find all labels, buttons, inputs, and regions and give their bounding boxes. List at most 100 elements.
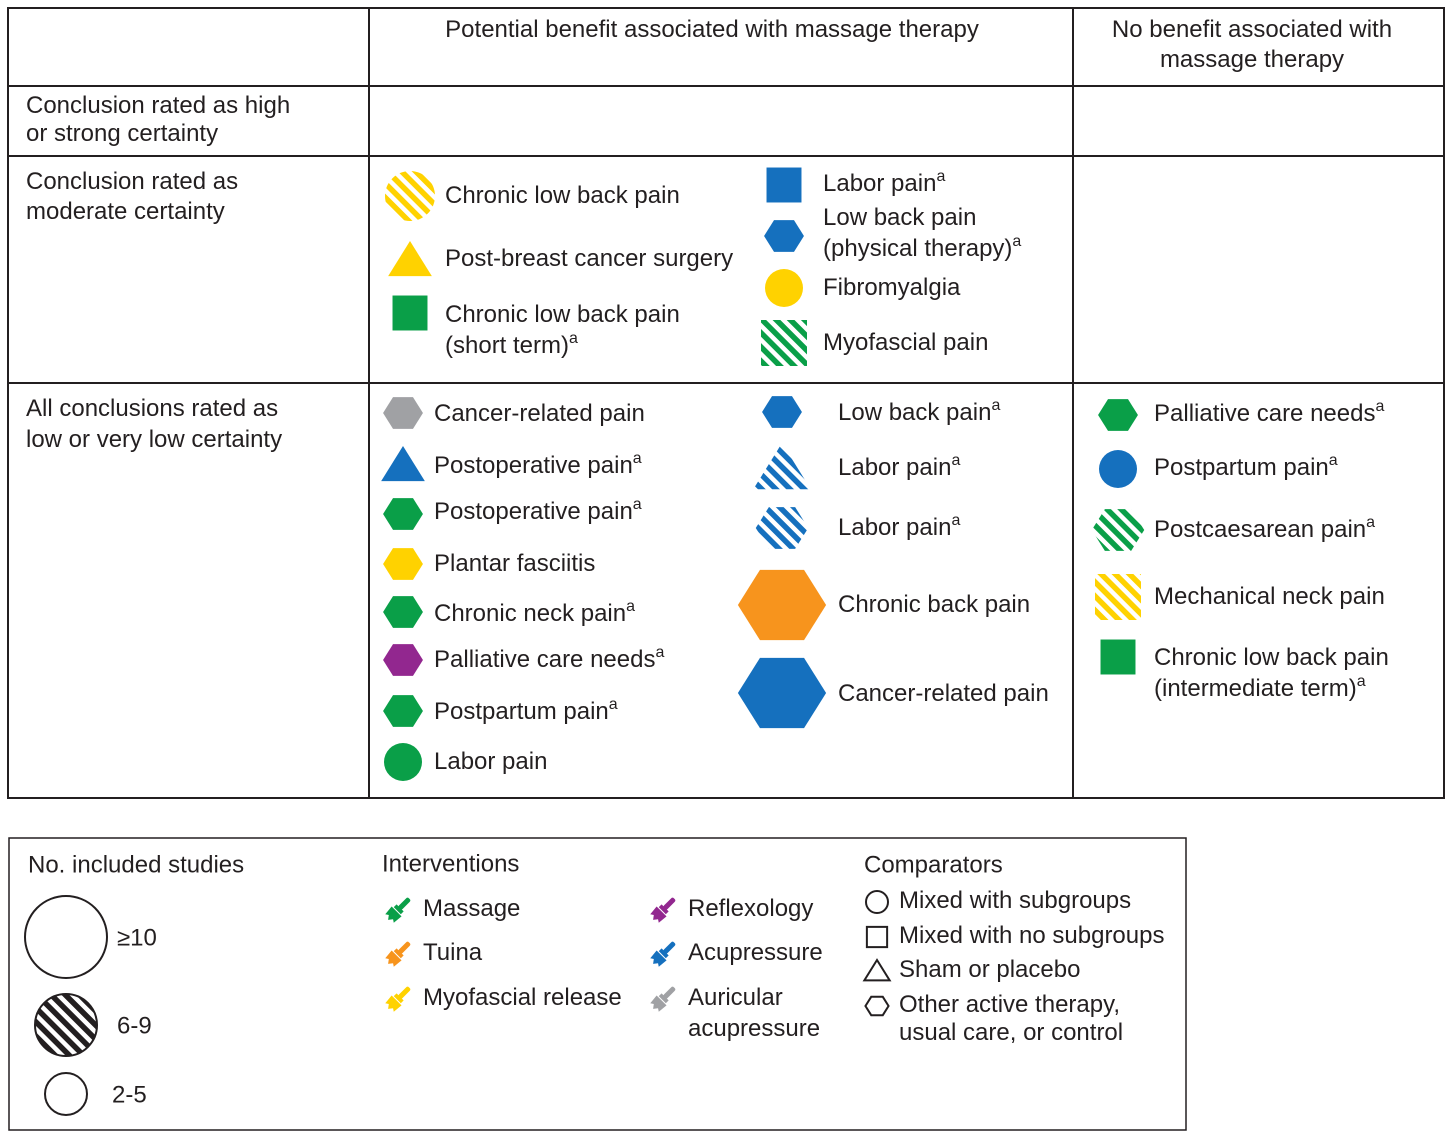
- label: Auricular: [688, 984, 783, 1011]
- label-text: Postcaesarean pain: [1154, 516, 1366, 543]
- label: Labor paina: [823, 168, 945, 197]
- label: Postoperative paina: [434, 496, 642, 525]
- label: Chronic low back pain: [445, 301, 680, 328]
- footnote-marker: a: [633, 496, 642, 513]
- legend-title: Interventions: [382, 850, 519, 877]
- label-text: Mixed with no subgroups: [899, 922, 1164, 949]
- brush-ferrule: [393, 904, 404, 915]
- label: Other active therapy,: [899, 991, 1120, 1018]
- triangle-icon: [381, 446, 425, 482]
- label-text: Palliative care needs: [1154, 400, 1375, 427]
- legend-title: No. included studies: [28, 851, 244, 878]
- triangle-icon: [753, 443, 811, 490]
- footnote-marker: a: [951, 512, 960, 529]
- hexagon-icon: [1091, 509, 1145, 551]
- label: Postpartum paina: [1154, 452, 1338, 481]
- footnote-marker: a: [991, 397, 1000, 414]
- label-text: Conclusion rated as: [26, 168, 238, 195]
- label: Plantar fasciitis: [434, 550, 595, 577]
- square-icon: [865, 925, 889, 949]
- brush-ferrule: [658, 904, 669, 915]
- label: Conclusion rated as: [26, 168, 238, 195]
- label-text: Other active therapy,: [899, 991, 1120, 1018]
- label: Reflexology: [688, 895, 813, 922]
- label: All conclusions rated as: [26, 395, 278, 422]
- label: Myofascial pain: [823, 329, 988, 356]
- hexagon-icon: [737, 569, 827, 641]
- table-border: [7, 7, 1445, 799]
- square-icon: [1095, 574, 1141, 620]
- label: Cancer-related pain: [838, 680, 1049, 707]
- label: Fibromyalgia: [823, 274, 961, 301]
- label: Sham or placebo: [899, 956, 1080, 983]
- hexagon-icon: [383, 695, 423, 727]
- hexagon-icon: [383, 397, 423, 429]
- footnote-marker: a: [1375, 398, 1384, 415]
- legend-box: [8, 837, 1187, 1131]
- label: Chronic low back pain: [445, 182, 680, 209]
- label: Labor paina: [838, 512, 960, 541]
- footnote-marker: a: [633, 450, 642, 467]
- label-text: Plantar fasciitis: [434, 550, 595, 577]
- brush-icon: [385, 941, 411, 967]
- legend-title: Comparators: [864, 851, 1003, 878]
- circle-icon: [865, 890, 889, 914]
- label-text: Palliative care needs: [434, 646, 655, 673]
- label: (physical therapy)a: [823, 233, 1021, 262]
- label-text: usual care, or control: [899, 1019, 1123, 1046]
- hexagon-icon: [737, 657, 827, 729]
- label: Mechanical neck pain: [1154, 583, 1385, 610]
- label-text: Massage: [423, 895, 520, 922]
- label: Palliative care needsa: [434, 644, 664, 673]
- label: (intermediate term)a: [1154, 673, 1366, 702]
- label-text: Tuina: [423, 939, 483, 966]
- label: Low back paina: [838, 397, 1000, 426]
- hexagon-icon: [762, 396, 802, 428]
- brush-handle: [398, 897, 411, 910]
- label-text: Mechanical neck pain: [1154, 583, 1385, 610]
- label-text: Postoperative pain: [434, 498, 633, 525]
- label: Tuina: [423, 939, 483, 966]
- square-icon: [761, 320, 807, 366]
- footnote-marker: a: [626, 598, 635, 615]
- footnote-marker: a: [569, 330, 578, 347]
- label-text: Acupressure: [688, 939, 823, 966]
- brush-ferrule: [393, 993, 404, 1004]
- circle-icon: [765, 269, 803, 307]
- brush-ferrule: [393, 948, 404, 959]
- label: Chronic low back pain: [1154, 644, 1389, 671]
- label-text: (physical therapy): [823, 235, 1012, 262]
- label-text: moderate certainty: [26, 198, 225, 225]
- footnote-marker: a: [1012, 233, 1021, 250]
- circle-icon: [34, 993, 98, 1057]
- brush-icon: [385, 897, 411, 923]
- legend-label: ≥10: [117, 924, 157, 951]
- label-text: Sham or placebo: [899, 956, 1080, 983]
- legend-label: 2-5: [112, 1081, 147, 1108]
- label: Potential benefit associated with massag…: [445, 16, 979, 43]
- footnote-marker: a: [1357, 673, 1366, 690]
- label-text: (short term): [445, 332, 569, 359]
- label: Mixed with subgroups: [899, 887, 1131, 914]
- circle-icon: [385, 171, 435, 221]
- label: Labor pain: [434, 748, 547, 775]
- label: Palliative care needsa: [1154, 398, 1384, 427]
- label-text: or strong certainty: [26, 120, 218, 147]
- hexagon-icon: [1098, 399, 1138, 431]
- label-text: (intermediate term): [1154, 675, 1357, 702]
- label: Cancer-related pain: [434, 400, 645, 427]
- brush-icon: [650, 897, 676, 923]
- label: Low back pain: [823, 204, 976, 231]
- label-text: Cancer-related pain: [838, 680, 1049, 707]
- label-text: Low back pain: [838, 399, 991, 426]
- square-icon: [392, 295, 428, 331]
- footnote-marker: a: [1366, 514, 1375, 531]
- label-text: Auricular: [688, 984, 783, 1011]
- brush-icon: [385, 986, 411, 1012]
- brush-handle: [663, 986, 676, 999]
- brush-handle: [398, 986, 411, 999]
- label: Chronic neck paina: [434, 598, 635, 627]
- label-text: Postpartum pain: [434, 698, 609, 725]
- hexagon-icon: [764, 220, 804, 252]
- label-text: All conclusions rated as: [26, 395, 278, 422]
